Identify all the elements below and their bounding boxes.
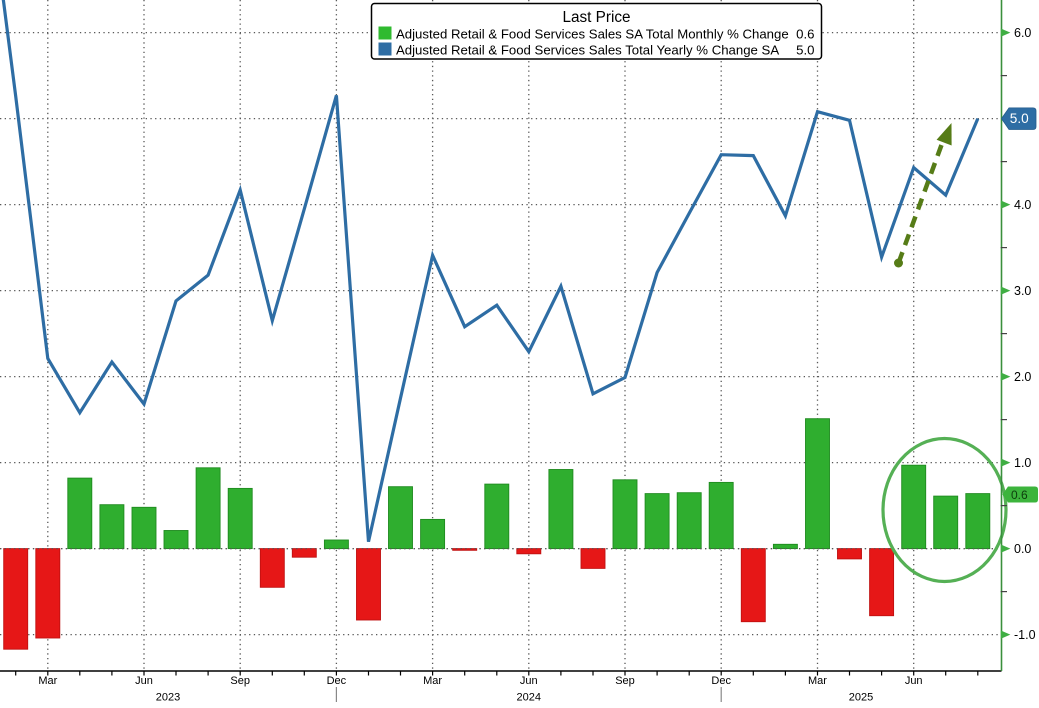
svg-text:Jun: Jun xyxy=(135,675,153,687)
svg-text:Jun: Jun xyxy=(905,675,923,687)
svg-text:Mar: Mar xyxy=(423,675,442,687)
svg-text:Adjusted Retail & Food Service: Adjusted Retail & Food Services Sales SA… xyxy=(396,26,789,41)
svg-text:0.0: 0.0 xyxy=(1014,542,1031,556)
svg-text:4.0: 4.0 xyxy=(1014,198,1031,212)
svg-text:Last Price: Last Price xyxy=(562,9,630,26)
svg-text:Jun: Jun xyxy=(520,675,538,687)
svg-text:1.0: 1.0 xyxy=(1014,456,1031,470)
svg-text:2023: 2023 xyxy=(156,692,180,704)
svg-text:Mar: Mar xyxy=(808,675,827,687)
svg-text:-1.0: -1.0 xyxy=(1014,628,1036,642)
svg-text:Dec: Dec xyxy=(711,675,731,687)
svg-text:2025: 2025 xyxy=(849,692,873,704)
svg-text:Sep: Sep xyxy=(230,675,250,687)
svg-text:Dec: Dec xyxy=(327,675,347,687)
svg-text:6.0: 6.0 xyxy=(1014,26,1031,40)
svg-text:Sep: Sep xyxy=(615,675,635,687)
svg-text:0.6: 0.6 xyxy=(796,26,814,41)
svg-text:2024: 2024 xyxy=(517,692,541,704)
svg-text:Mar: Mar xyxy=(38,675,57,687)
svg-text:Adjusted Retail & Food Service: Adjusted Retail & Food Services Sales To… xyxy=(396,42,779,57)
svg-text:0.6: 0.6 xyxy=(1011,488,1028,502)
svg-text:5.0: 5.0 xyxy=(1010,111,1029,126)
svg-text:2.0: 2.0 xyxy=(1014,370,1031,384)
svg-text:5.0: 5.0 xyxy=(796,42,814,57)
svg-text:3.0: 3.0 xyxy=(1014,284,1031,298)
